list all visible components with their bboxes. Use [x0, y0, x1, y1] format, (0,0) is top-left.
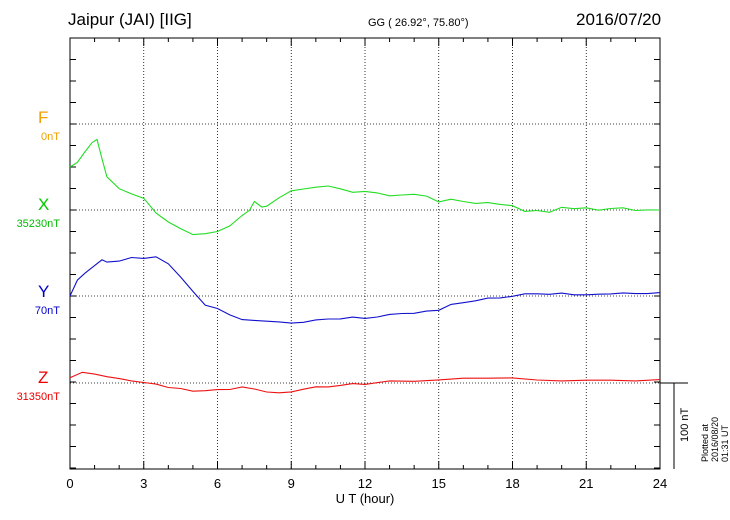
x-tick-label: 9: [288, 476, 295, 491]
series-line-z: [69, 371, 661, 394]
component-f-baseline: 0nT: [41, 131, 60, 143]
x-tick-label: 6: [214, 476, 221, 491]
series-line-x: [69, 138, 661, 236]
x-tick-label: 24: [653, 476, 667, 491]
component-y-baseline: 70nT: [34, 305, 60, 317]
x-tick-label: 21: [579, 476, 593, 491]
plot-frame: [69, 37, 661, 470]
component-y-letter: Y: [38, 282, 50, 301]
x-tick-labels: 0 3 6 9 12 15 18 21 24: [66, 476, 667, 491]
station-title: Jaipur (JAI) [IIG]: [68, 10, 192, 29]
component-z-letter: Z: [38, 368, 49, 387]
x-tick-label: 3: [140, 476, 147, 491]
series-layer: [69, 138, 661, 394]
x-tick-label: 15: [432, 476, 446, 491]
component-z-baseline: 31350nT: [16, 391, 60, 403]
component-x-letter: X: [38, 195, 50, 214]
x-tick-label: 18: [505, 476, 519, 491]
component-f-letter: F: [38, 108, 49, 127]
grid-lines: [70, 38, 660, 469]
x-axis-label: U T (hour): [336, 491, 395, 506]
date-label: 2016/07/20: [576, 10, 662, 29]
x-tick-label: 12: [358, 476, 372, 491]
component-x-baseline: 35230nT: [16, 218, 60, 230]
station-coordinates: GG ( 26.92°, 75.80°): [368, 17, 469, 29]
scale-bar: [660, 382, 688, 469]
series-line-y: [69, 256, 661, 324]
x-tick-label: 0: [66, 476, 73, 491]
